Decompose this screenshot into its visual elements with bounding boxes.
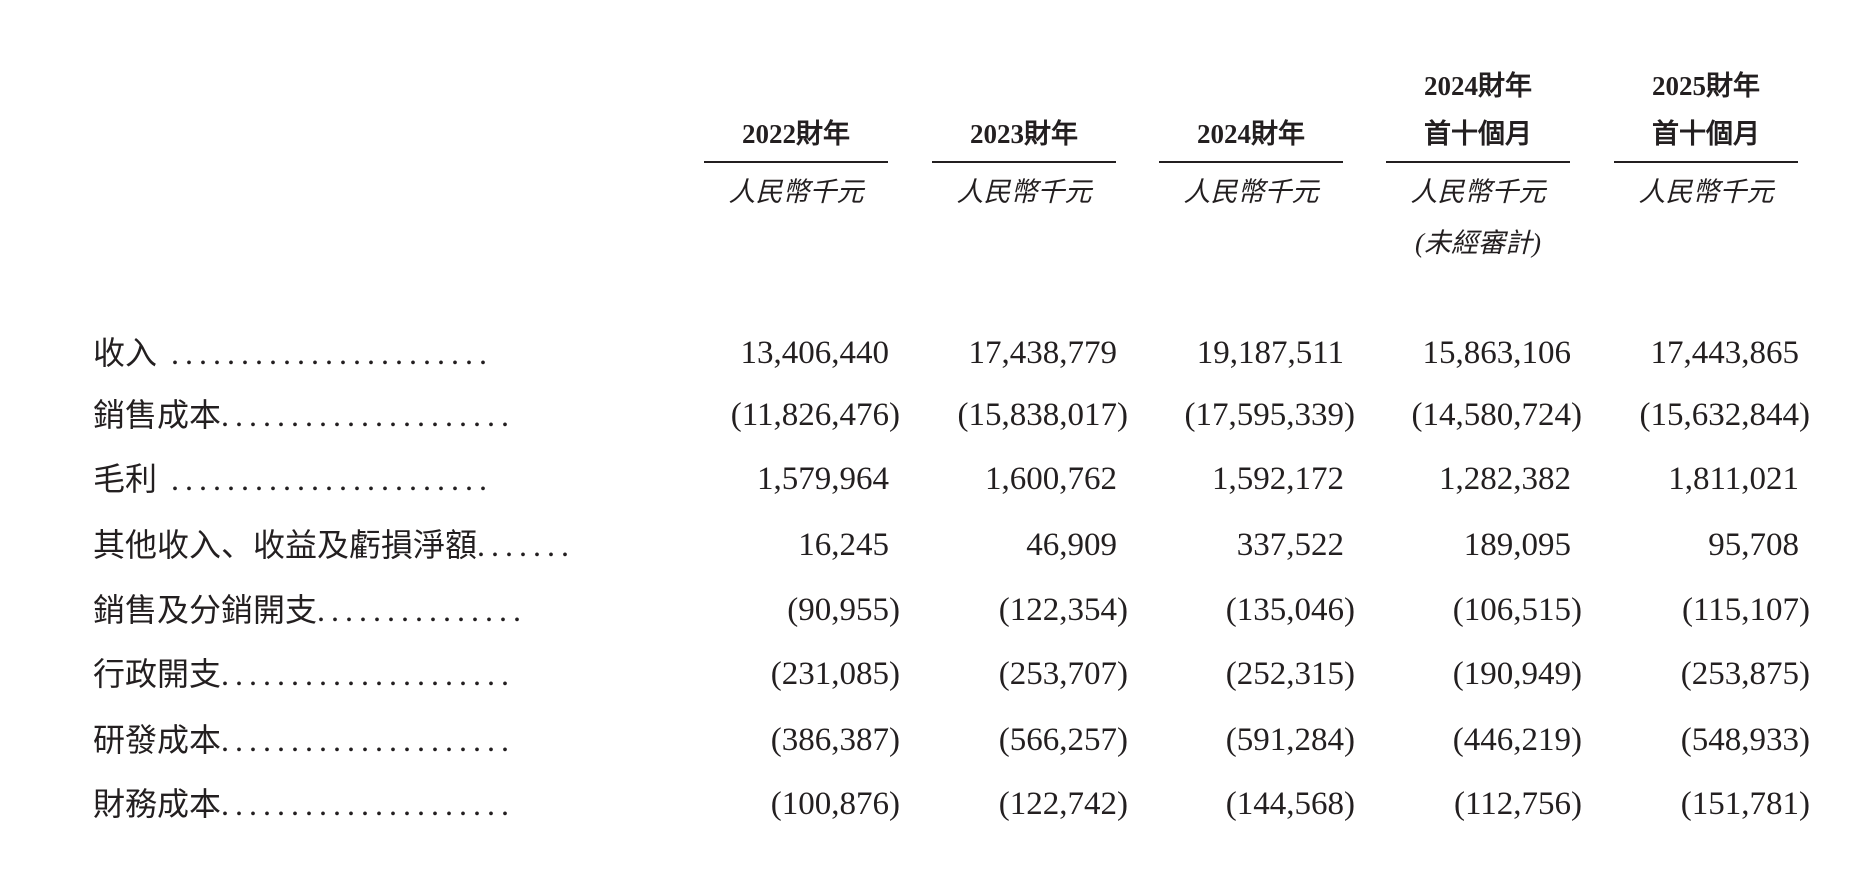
table-row: 銷售成本..................... (11,826,476) (15…: [0, 395, 1867, 435]
column-unit: 人民幣千元: [956, 177, 1092, 207]
value-cell: 46,909: [1026, 527, 1117, 563]
row-label-text: 研發成本: [93, 722, 222, 758]
value-cell: (151,781): [1680, 786, 1810, 822]
row-label-text: 財務成本: [93, 786, 222, 822]
row-label-text: 收入: [93, 335, 158, 371]
column-header-period: 2023財年: [970, 119, 1078, 149]
row-label-text: 其他收入、收益及虧損淨額: [93, 527, 478, 563]
value-cell: 1,811,021: [1668, 461, 1799, 497]
value-cell: 337,522: [1236, 527, 1344, 563]
column-unit: 人民幣千元: [1183, 177, 1319, 207]
row-label-text: 毛利: [93, 461, 158, 497]
leader-dots: .....................: [221, 656, 516, 692]
value-cell: (253,707): [998, 656, 1128, 692]
leader-dots: .....................: [221, 397, 516, 433]
column-header-period: 2024財年: [1197, 119, 1305, 149]
leader-dots: .......................: [157, 461, 494, 497]
value-cell: 189,095: [1463, 527, 1571, 563]
leader-dots: .....................: [221, 786, 516, 822]
header-divider: [932, 161, 1116, 163]
column-unit: 人民幣千元: [1638, 177, 1774, 207]
value-cell: 1,592,172: [1212, 461, 1344, 497]
value-cell: (122,354): [998, 592, 1128, 628]
column-header-period: 2022財年: [742, 119, 850, 149]
header-divider: [1614, 161, 1798, 163]
value-cell: (446,219): [1452, 722, 1582, 758]
table-row: 銷售及分銷開支............... (90,955) (122,354) (…: [0, 590, 1867, 630]
column-unit: 人民幣千元: [728, 177, 864, 207]
header-divider: [1386, 161, 1570, 163]
value-cell: (11,826,476): [730, 397, 900, 433]
value-cell: (15,632,844): [1639, 397, 1810, 433]
table-row: 財務成本..................... (100,876) (122,7…: [0, 784, 1867, 824]
header-divider: [1159, 161, 1343, 163]
value-cell: 15,863,106: [1422, 335, 1572, 371]
value-cell: 19,187,511: [1196, 335, 1344, 371]
value-cell: (122,742): [998, 786, 1128, 822]
value-cell: (566,257): [998, 722, 1128, 758]
value-cell: (253,875): [1680, 656, 1810, 692]
row-label: 行政開支.....................: [93, 654, 656, 694]
table-row: 研發成本..................... (386,387) (566,2…: [0, 720, 1867, 760]
column-unit: 人民幣千元: [1410, 177, 1546, 207]
value-cell: (15,838,017): [957, 397, 1128, 433]
row-label: 研發成本.....................: [93, 720, 656, 760]
value-cell: 1,579,964: [757, 461, 889, 497]
value-cell: (115,107): [1681, 592, 1810, 628]
column-header-period: 首十個月: [1652, 119, 1760, 149]
value-cell: 16,245: [798, 527, 889, 563]
value-cell: (135,046): [1225, 592, 1355, 628]
header-divider: [704, 161, 888, 163]
column-header-period: 首十個月: [1424, 119, 1532, 149]
value-cell: (144,568): [1225, 786, 1355, 822]
row-label: 其他收入、收益及虧損淨額.......: [93, 525, 656, 565]
value-cell: (591,284): [1225, 722, 1355, 758]
value-cell: (231,085): [770, 656, 900, 692]
row-label-text: 銷售成本: [93, 397, 222, 433]
column-header-year: 2025財年: [1652, 71, 1760, 101]
leader-dots: .......: [477, 527, 576, 563]
table-row: 毛利 ....................... 1,579,964 1,600…: [0, 459, 1867, 499]
leader-dots: ...............: [317, 592, 528, 628]
value-cell: (100,876): [770, 786, 900, 822]
value-cell: (112,756): [1453, 786, 1582, 822]
column-note: (未經審計): [1415, 228, 1541, 258]
value-cell: 1,282,382: [1439, 461, 1571, 497]
value-cell: (106,515): [1452, 592, 1582, 628]
value-cell: (386,387): [770, 722, 900, 758]
row-label: 銷售成本.....................: [93, 395, 656, 435]
value-cell: 17,443,865: [1650, 335, 1800, 371]
value-cell: 95,708: [1708, 527, 1799, 563]
value-cell: (14,580,724): [1411, 397, 1582, 433]
row-label-text: 銷售及分銷開支: [93, 592, 318, 628]
column-header-year: 2024財年: [1424, 71, 1532, 101]
value-cell: (252,315): [1225, 656, 1355, 692]
value-cell: 13,406,440: [740, 335, 890, 371]
leader-dots: .......................: [157, 335, 494, 371]
value-cell: (17,595,339): [1184, 397, 1355, 433]
row-label: 銷售及分銷開支...............: [93, 590, 656, 630]
leader-dots: .....................: [221, 722, 516, 758]
value-cell: (548,933): [1680, 722, 1810, 758]
table-row: 行政開支..................... (231,085) (253,7…: [0, 654, 1867, 694]
row-label: 收入 .......................: [93, 333, 656, 373]
value-cell: (90,955): [787, 592, 900, 628]
row-label: 財務成本.....................: [93, 784, 656, 824]
value-cell: (190,949): [1452, 656, 1582, 692]
table-row: 收入 ....................... 13,406,440 17,4…: [0, 333, 1867, 373]
row-label-text: 行政開支: [93, 656, 222, 692]
value-cell: 1,600,762: [985, 461, 1117, 497]
row-label: 毛利 .......................: [93, 459, 656, 499]
value-cell: 17,438,779: [968, 335, 1118, 371]
table-row: 其他收入、收益及虧損淨額....... 16,245 46,909 337,522 18…: [0, 525, 1867, 565]
